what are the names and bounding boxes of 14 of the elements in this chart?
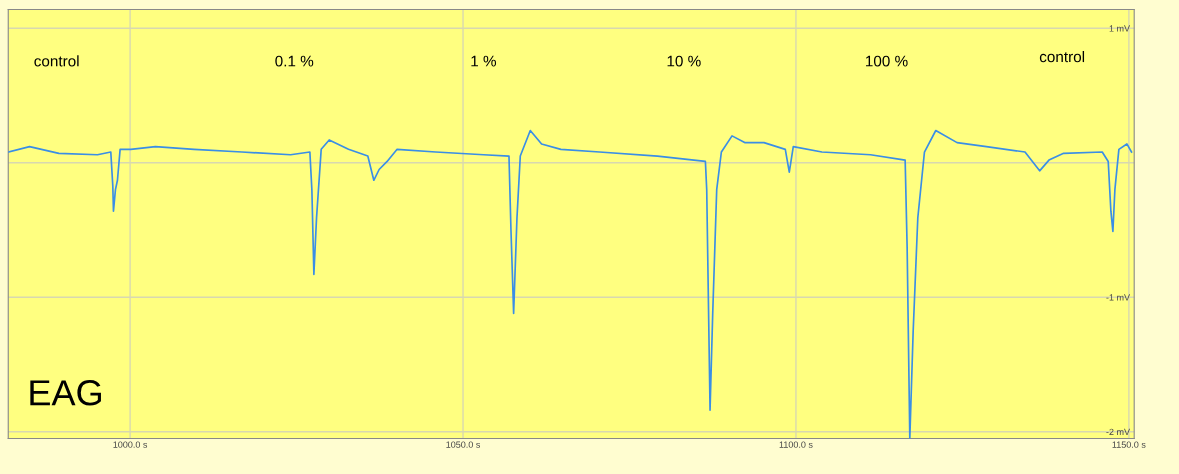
x-tick-label: 1050.0 s	[446, 441, 481, 448]
annotation: 100 %	[866, 55, 908, 67]
x-tick-label: 1150.0 s	[1112, 441, 1146, 448]
annotation: control	[34, 55, 79, 67]
annotation: 10 %	[667, 55, 701, 67]
annotation: control	[1039, 51, 1085, 63]
annotation: 1 %	[471, 55, 497, 67]
y-tick-label: -1 mV	[1106, 294, 1130, 301]
x-tick-label: 1000.0 s	[113, 441, 148, 448]
y-tick-label: -2 mV	[1106, 428, 1130, 435]
y-tick-label: 1 mV	[1109, 25, 1130, 32]
annotation: 0.1 %	[275, 55, 314, 67]
x-tick-label: 1100.0 s	[779, 441, 813, 448]
annotation: EAG	[30, 380, 101, 406]
